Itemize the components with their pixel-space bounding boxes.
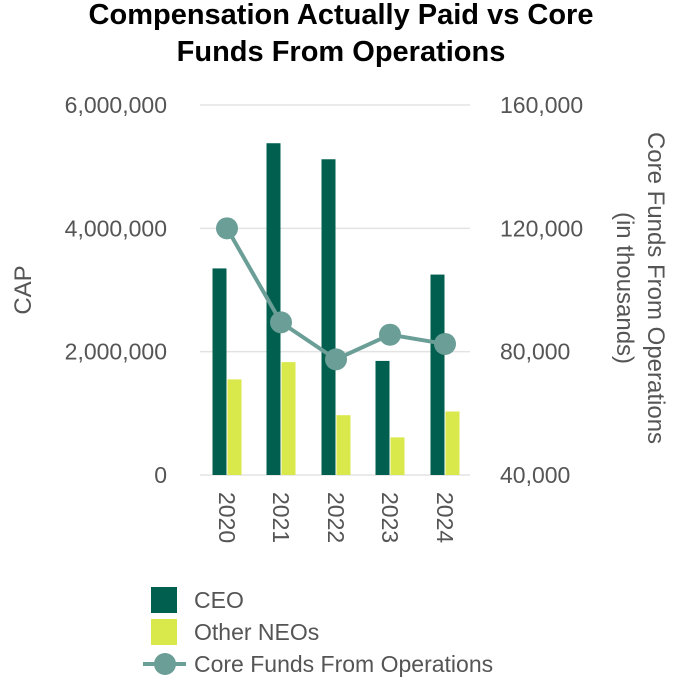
x-tick-label: 2020 — [214, 492, 240, 543]
bar-ceo — [375, 360, 390, 475]
line-series — [216, 217, 456, 371]
legend-label: Other NEOs — [194, 619, 319, 645]
bar-other-neos — [281, 362, 296, 475]
x-tick-label: 2024 — [432, 492, 458, 543]
bar-ceo — [321, 159, 336, 475]
legend-label: CEO — [194, 587, 244, 613]
point-core-ffo — [434, 332, 456, 355]
point-core-ffo — [270, 311, 292, 334]
right-tick-label: 160,000 — [500, 92, 583, 118]
point-core-ffo — [216, 217, 238, 240]
left-tick-label: 0 — [154, 462, 167, 488]
chart-title-line-1: Compensation Actually Paid vs Core — [89, 0, 594, 31]
right-tick-label: 120,000 — [500, 215, 583, 241]
right-axis-ticks: 40,000 80,000 120,000 160,000 — [500, 92, 583, 488]
left-axis-label: CAP — [10, 265, 37, 314]
bar-other-neos — [336, 415, 351, 475]
legend-swatch-other-neos — [151, 619, 177, 645]
bar-ceo — [430, 274, 445, 475]
legend-swatch-ceo — [151, 587, 177, 613]
bar-ceo — [212, 268, 227, 475]
legend-label: Core Funds From Operations — [194, 651, 493, 677]
left-tick-label: 2,000,000 — [65, 339, 167, 365]
x-tick-label: 2023 — [377, 492, 403, 543]
right-tick-label: 80,000 — [500, 339, 570, 365]
left-tick-label: 6,000,000 — [65, 92, 167, 118]
left-tick-label: 4,000,000 — [65, 215, 167, 241]
bar-other-neos — [227, 379, 242, 475]
line-core-ffo — [225, 227, 446, 362]
left-axis-ticks: 0 2,000,000 4,000,000 6,000,000 — [65, 92, 167, 488]
chart-title-line-2: Funds From Operations — [177, 36, 506, 68]
legend: CEO Other NEOs Core Funds From Operations — [143, 587, 493, 677]
bar-other-neos — [445, 411, 460, 475]
right-tick-label: 40,000 — [500, 462, 570, 488]
x-axis-ticks: 2020 2021 2022 2023 2024 — [214, 492, 458, 543]
right-axis-label-line-2: (in thousands) — [611, 212, 638, 364]
bar-other-neos — [390, 437, 405, 475]
point-core-ffo — [325, 348, 347, 371]
right-axis-label-line-1: Core Funds From Operations — [642, 132, 669, 444]
bars — [212, 143, 460, 475]
legend-swatch-marker — [154, 653, 176, 675]
x-tick-label: 2022 — [323, 492, 349, 543]
x-tick-label: 2021 — [268, 492, 294, 543]
point-core-ffo — [379, 323, 401, 346]
